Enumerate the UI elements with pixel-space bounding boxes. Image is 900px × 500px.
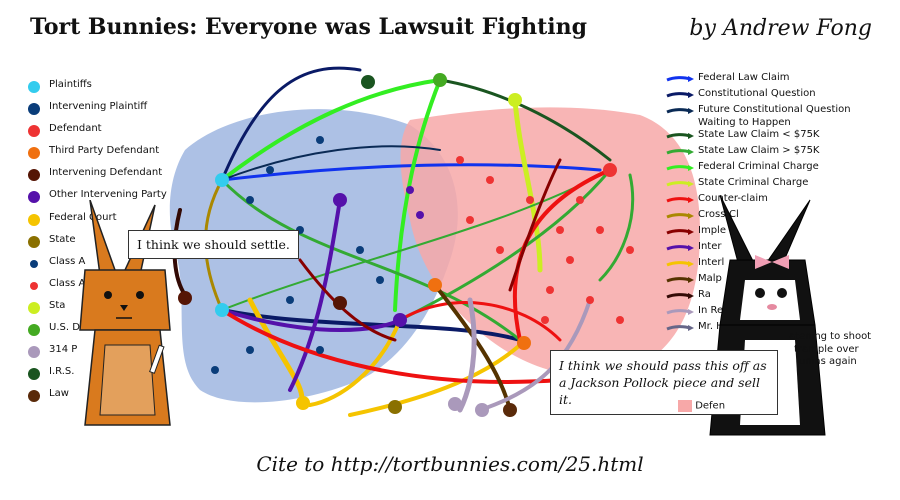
author-byline: by Andrew Fong	[689, 16, 872, 41]
party-color-dot	[28, 346, 40, 359]
party-color-dot	[28, 368, 40, 381]
claim-legend-item: Counter-claim	[666, 193, 886, 209]
claim-arrow-swatch	[666, 76, 694, 82]
claim-legend-label: Mr. H	[698, 321, 724, 332]
claim-arrow-swatch	[666, 293, 694, 299]
claim-legend-item: State Law Claim < $75K	[666, 129, 886, 145]
claim-legend-label: Federal Law Claim	[698, 72, 790, 83]
party-color-dot	[28, 191, 40, 204]
claim-legend-item: State Criminal Charge	[666, 177, 886, 193]
claim-arrow-swatch	[666, 325, 694, 331]
party-legend-label: Class A	[49, 255, 86, 267]
party-legend-label: U.S. De	[49, 322, 87, 334]
speech-bubble-right: I think we should pass this off as a Jac…	[550, 350, 778, 415]
claim-arrow-swatch	[666, 108, 694, 114]
party-legend-label: Sta	[49, 299, 66, 311]
claim-legend-item: Imple	[666, 225, 886, 241]
party-legend-label: 314 P	[49, 344, 78, 356]
plaintiff-region	[169, 109, 458, 403]
claim-legend-item: Interl	[666, 257, 886, 273]
claim-legend-item: Future Constitutional Question Waiting t…	[666, 104, 886, 129]
claim-legend-label: Ra	[698, 289, 711, 300]
page-title: Tort Bunnies: Everyone was Lawsuit Fight…	[30, 14, 587, 40]
claim-arrow-swatch	[666, 165, 694, 171]
party-legend-label: Federal Court	[49, 211, 117, 223]
claim-legend-label: Future Constitutional Question Waiting t…	[698, 104, 851, 128]
claim-legend-item: Mr. H	[666, 321, 886, 337]
claim-legend-label: Constitutional Question	[698, 88, 816, 99]
legend-tail-text: atening to shoot trample over unias agai…	[789, 331, 872, 367]
party-color-dot	[28, 169, 40, 182]
defendant-region-legend: Defen	[678, 400, 725, 412]
defendant-region	[400, 107, 700, 376]
claim-legend-item: State Law Claim > $75K	[666, 145, 886, 161]
claim-legend: Federal Law Claim Constitutional Question…	[666, 72, 886, 337]
claim-legend-item: Ra	[666, 289, 886, 305]
claim-legend-label: In Re	[698, 305, 724, 316]
party-color-dot	[28, 235, 40, 248]
claim-arrows	[172, 66, 635, 417]
claim-legend-item: Malp	[666, 273, 886, 289]
party-legend-label: Law	[49, 388, 69, 400]
claim-arrow-swatch	[666, 229, 694, 235]
claim-arrow-swatch	[666, 149, 694, 155]
claim-legend-item: In Re	[666, 305, 886, 321]
claim-arrow-swatch	[666, 277, 694, 283]
party-legend-label: Plaintiffs	[49, 79, 92, 90]
party-color-dot	[28, 81, 40, 93]
claim-legend-label: Imple	[698, 225, 726, 236]
party-color-dot	[30, 281, 38, 290]
party-legend-label: Third Party Defendant	[49, 145, 160, 157]
claim-arrow-swatch	[666, 261, 694, 267]
claim-legend-item: Constitutional Question	[666, 88, 886, 104]
party-color-dot	[28, 390, 40, 403]
claim-legend-label: State Law Claim < $75K	[698, 129, 820, 140]
party-color-dot	[28, 103, 40, 116]
orange-bunny-illustration	[79, 200, 171, 426]
claim-legend-item: Cross-Cl	[666, 209, 886, 225]
claim-legend-label: Interl	[698, 257, 725, 268]
party-nodes	[178, 73, 634, 417]
party-color-dot	[30, 259, 38, 268]
party-color-dot	[28, 301, 40, 314]
pink-swatch	[678, 400, 692, 412]
party-legend-label: Defendant	[49, 123, 102, 135]
party-color-dot	[28, 324, 40, 337]
claim-arrow-swatch	[666, 133, 694, 139]
citation-footer: Cite to http://tortbunnies.com/25.html	[256, 452, 644, 476]
party-color-dot	[28, 125, 40, 138]
party-legend-label: Intervening Defendant	[49, 167, 163, 179]
party-legend-label: Other Intervening Party	[49, 189, 167, 201]
claim-legend-label: State Criminal Charge	[698, 177, 809, 188]
claim-legend-label: Federal Criminal Charge	[698, 161, 819, 172]
claim-legend-label: State Law Claim > $75K	[698, 145, 820, 156]
claim-arrow-swatch	[666, 92, 694, 98]
party-legend-label: Intervening Plaintiff	[49, 101, 148, 113]
claim-legend-item: Federal Criminal Charge	[666, 161, 886, 177]
party-legend-label: State	[49, 233, 76, 245]
claim-legend-item: Federal Law Claim	[666, 72, 886, 88]
party-color-dot	[28, 147, 40, 160]
claim-legend-item: Inter	[666, 241, 886, 257]
claim-arrow-swatch	[666, 213, 694, 219]
claim-legend-label: Malp	[698, 273, 722, 284]
claim-legend-label: Inter	[698, 241, 722, 252]
party-legend-label: I.R.S.	[49, 366, 75, 378]
claim-arrow-swatch	[666, 197, 694, 203]
claim-arrow-swatch	[666, 309, 694, 315]
claim-arrow-swatch	[666, 181, 694, 187]
claim-legend-label: Counter-claim	[698, 193, 768, 204]
claim-legend-label: Cross-Cl	[698, 209, 739, 220]
claim-arrow-swatch	[666, 245, 694, 251]
party-legend-label: Class A	[49, 277, 86, 289]
speech-bubble-left: I think we should settle.	[128, 230, 299, 259]
party-color-dot	[28, 213, 40, 226]
